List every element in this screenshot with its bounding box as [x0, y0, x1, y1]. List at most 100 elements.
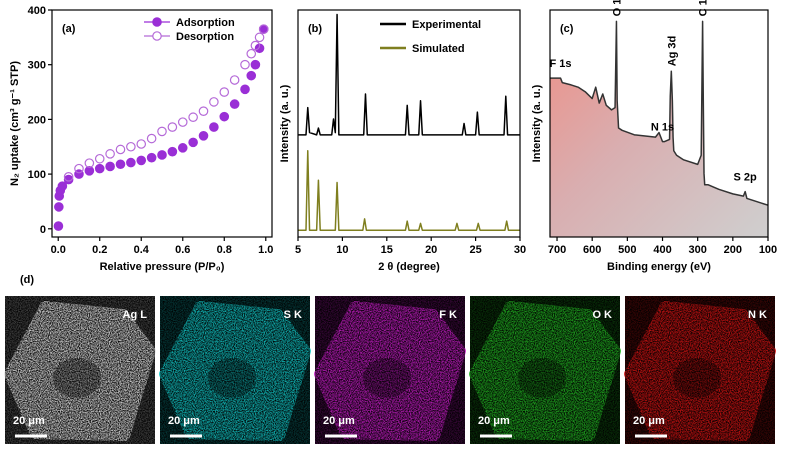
data-point — [84, 158, 95, 168]
x-tick-label: 30 — [514, 244, 526, 256]
data-point — [157, 126, 167, 137]
x-axis-label: Relative pressure (P/P₀) — [100, 261, 225, 273]
map-scale-label: 20 μm — [13, 415, 45, 427]
x-axis-label: 2 θ (degree) — [378, 261, 440, 273]
data-point — [74, 163, 84, 174]
x-tick-label: 600 — [583, 244, 601, 256]
panel-1: 5 10 15 20 25 30 2 θ (degree) Intensity (a. u.)… — [279, 9, 526, 273]
map-panel: S K 20 μm — [159, 296, 311, 444]
area — [550, 21, 768, 237]
data-point — [209, 122, 219, 132]
map-noise — [470, 296, 620, 444]
map-panel: F K 20 μm — [314, 296, 466, 444]
data-point — [188, 137, 198, 148]
panel-label: (c) — [560, 23, 574, 35]
annotation: F 1s — [550, 58, 572, 70]
annotation: O 1s — [611, 0, 623, 16]
map-element-label: F K — [439, 309, 457, 321]
annotation: N 1s — [651, 122, 674, 134]
data-point — [126, 141, 136, 152]
legend-marker — [152, 31, 162, 41]
annotation: C 1s — [698, 0, 710, 16]
plot-frame — [51, 9, 273, 238]
y-axis-label: Intensity (a. u.) — [531, 84, 543, 162]
x-tick-label: 15 — [381, 244, 393, 256]
data-point — [94, 163, 105, 174]
data-point — [105, 161, 115, 172]
data-point — [63, 172, 74, 182]
data-point — [219, 87, 230, 97]
x-tick-label: 1.0 — [258, 244, 273, 256]
x-tick-label: 0.6 — [175, 244, 190, 256]
map-scale-label: 20 μm — [323, 415, 355, 427]
legend-label: Experimental — [412, 19, 481, 31]
y-tick-label: 100 — [28, 169, 46, 181]
map-panel: N K 20 μm — [624, 296, 776, 444]
map-noise — [315, 296, 465, 444]
map-element-label: N K — [748, 309, 767, 321]
x-tick-label: 700 — [548, 244, 566, 256]
data-point — [229, 75, 240, 85]
x-tick-label: 10 — [336, 244, 348, 256]
map-element-label: Ag L — [123, 309, 148, 321]
data-point — [57, 181, 68, 191]
data-point — [177, 143, 188, 153]
x-tick-label: 200 — [724, 244, 742, 256]
data-point — [167, 146, 178, 157]
annotation: Ag 3d — [666, 36, 678, 67]
data-point — [198, 106, 209, 116]
map-scale-label: 20 μm — [168, 415, 200, 427]
legend-label: Desorption — [176, 31, 234, 43]
data-point — [177, 117, 188, 127]
map-scale-label: 20 μm — [633, 415, 665, 427]
data-point — [246, 48, 257, 59]
map-noise — [160, 296, 310, 444]
y-tick-label: 400 — [28, 5, 46, 17]
x-tick-label: 5 — [295, 244, 301, 256]
data-point — [94, 153, 105, 164]
x-tick-label: 0.4 — [134, 244, 150, 256]
data-point — [258, 24, 269, 34]
legend-marker — [152, 17, 162, 27]
map-panel: O K 20 μm — [469, 296, 621, 444]
data-point — [105, 149, 115, 159]
data-point — [115, 159, 126, 170]
data-point — [126, 157, 136, 168]
data-point — [188, 112, 198, 123]
legend-label: Simulated — [412, 43, 465, 55]
y-tick-label: 200 — [28, 114, 46, 126]
y-tick-label: 300 — [28, 60, 46, 72]
panel-label: (b) — [308, 23, 322, 35]
data-point — [136, 139, 147, 149]
annotation: S 2p — [734, 172, 758, 184]
legend-label: Adsorption — [176, 17, 235, 29]
x-tick-label: 400 — [653, 244, 671, 256]
y-axis-label: N₂ uptake (cm³ g⁻¹ STP) — [9, 61, 21, 186]
panel-label: (a) — [62, 23, 76, 35]
map-element-label: O K — [592, 309, 612, 321]
panel-0: 0.0 0.2 0.4 0.6 0.8 1.0 0 100 200 300 400 Relative … — [9, 5, 273, 273]
data-point — [53, 221, 64, 231]
panel-2: 700 600 500 400 300 200 100 Binding energy (eV)… — [531, 0, 777, 273]
data-point — [84, 166, 95, 176]
y-axis-label: Intensity (a. u.) — [279, 84, 291, 162]
data-point — [157, 150, 167, 160]
data-point — [198, 131, 209, 141]
x-tick-label: 500 — [618, 244, 636, 256]
data-point — [136, 155, 147, 166]
series-line — [298, 149, 520, 231]
x-axis-label: Binding energy (eV) — [607, 261, 711, 273]
map-scale-label: 20 μm — [478, 415, 510, 427]
data-point — [146, 133, 157, 144]
data-point — [250, 59, 261, 70]
data-point — [240, 84, 250, 95]
data-point — [250, 40, 261, 51]
x-tick-label: 100 — [759, 244, 777, 256]
y-tick-label: 0 — [40, 224, 46, 236]
data-point — [229, 99, 240, 109]
x-tick-label: 0.0 — [51, 244, 66, 256]
panel-label: (d) — [20, 274, 34, 286]
map-noise — [5, 296, 155, 444]
